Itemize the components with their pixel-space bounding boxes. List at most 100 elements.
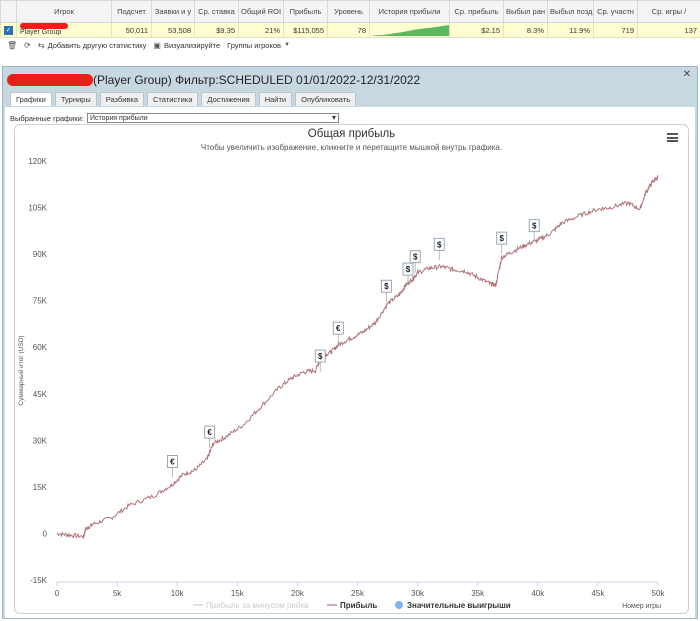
big-win-label: $ [384,282,389,291]
chevron-down-icon: ▼ [284,42,290,48]
cell-roi: 21% [238,22,284,38]
header-avg-profit[interactable]: Ср. прибыль [449,0,504,23]
x-tick-label: 35k [471,589,485,598]
x-axis-label: Номер игры [622,603,661,610]
panel-header: (Player Group) Фильтр:SCHEDULED 01/01/20… [3,67,697,93]
chart-container[interactable]: Общая прибыль Чтобы увеличить изображени… [14,124,689,614]
cell-late-out: 11.9% [547,22,594,38]
x-tick-label: 45k [591,589,605,598]
big-win-label: € [170,458,175,467]
row-player[interactable]: Player Group [16,22,112,38]
y-tick-label: 120K [28,157,47,166]
tab-find[interactable]: Найти [258,92,293,106]
cell-avg-stake: $9.35 [194,22,239,38]
big-win-label: € [336,324,341,333]
visualize-label: Визуализируйте [163,40,221,50]
big-win-flag [409,250,421,264]
panel-tabs: Графики Турниры Разбивка Статистика Дост… [3,92,697,106]
header-avg-stake[interactable]: Ср. ставка [194,0,239,23]
header-late-out[interactable]: Выбыл позд [547,0,594,23]
add-stat-icon: ⇆ [37,40,45,50]
chart-select[interactable]: История прибыли [86,113,339,123]
tab-charts[interactable]: Графики [10,92,52,106]
header-count[interactable]: Подсчет [111,0,152,23]
player-name[interactable]: Player Group [20,29,62,36]
panel-title: (Player Group) Фильтр:SCHEDULED 01/01/20… [93,73,421,87]
add-stat-label: Добавить другую статистику [47,40,147,50]
cell-profit-history [369,22,450,38]
y-tick-label: 15K [33,483,48,492]
big-win-flag [496,231,508,245]
trash-icon[interactable]: 🗑 [7,40,18,50]
stats-table: Игрок Подсчет Заявки и у Ср. ставка Общи… [0,0,700,38]
menu-icon[interactable] [667,133,678,142]
visualize-icon: ▣ [153,40,161,50]
tab-tournaments[interactable]: Турниры [54,92,97,106]
header-early-out[interactable]: Выбыл ран [503,0,548,23]
cell-entries: 53,508 [151,22,195,38]
close-icon[interactable]: ✕ [682,69,691,80]
header-avg-field[interactable]: Ср. участн [593,0,638,23]
tab-content: Выбранные графики: История прибыли Общая… [5,107,695,618]
header-profit-history[interactable]: История прибыли [369,0,450,23]
redacted-name [7,74,93,86]
big-win-label: $ [500,234,505,243]
y-tick-label: -15K [30,576,48,585]
tab-breakdown[interactable]: Разбивка [99,92,145,106]
tab-achievements[interactable]: Достижения [201,92,256,106]
x-tick-label: 15k [231,589,245,598]
row-checkbox[interactable]: ✓ [0,22,17,38]
cell-avg-games: 137 [637,22,700,38]
visualize-button[interactable]: ▣ Визуализируйте [153,41,220,50]
chart-select-label: Выбранные графики: [10,113,84,123]
profit-chart[interactable]: -15K 0 15K 30K 45K 60K 75K 90K 105K 120K 0 5k 10k 15k… [15,125,690,615]
big-win-flag [166,455,178,468]
tab-publish[interactable]: Опубликовать [295,92,357,106]
big-win-label: € [207,428,212,437]
y-tick-label: 30K [33,436,48,445]
header-roi[interactable]: Общий ROI [238,0,284,23]
tab-statistics[interactable]: Статистика [147,92,199,106]
header-level[interactable]: Уровень [327,0,370,23]
big-win-label: $ [318,352,323,361]
header-profit[interactable]: Прибыль [283,0,328,23]
big-win-flag [332,321,344,335]
legend-label-big-wins: Значительные выигрыши [407,601,511,610]
header-player[interactable]: Игрок [16,0,112,23]
header-avg-games[interactable]: Ср. игры / [637,0,700,23]
series-line-profit [56,175,659,539]
cell-count: 50,011 [111,22,152,38]
table-toolbar: 🗑 ⟳ ⇆ Добавить другую статистику ▣ Визуа… [0,38,700,52]
big-win-flag [528,219,540,233]
results-panel: (Player Group) Фильтр:SCHEDULED 01/01/20… [2,66,698,619]
table-row[interactable]: ✓ Player Group 50,011 53,508 $9.35 21% $… [0,22,700,38]
cell-level: 78 [327,22,370,38]
x-tick-label: 30k [411,589,425,598]
x-tick-label: 40k [531,589,545,598]
add-stat-button[interactable]: ⇆ Добавить другую статистику [38,41,147,50]
y-tick-label: 60K [33,343,48,352]
y-axis-label: Суммарный итог (USD) [17,335,25,405]
big-win-flag [433,237,445,251]
legend-swatch-big-wins [395,601,403,609]
cell-early-out: 8.3% [503,22,548,38]
header-select [0,0,17,23]
big-win-label: $ [406,265,411,274]
redacted-name [20,23,68,29]
player-groups-dropdown[interactable]: Группы игроков ▼ [227,41,290,50]
checkbox-checked-icon[interactable]: ✓ [4,25,13,35]
y-tick-label: 90K [33,250,48,259]
player-groups-label: Группы игроков [227,40,281,50]
x-tick-label: 5k [113,589,122,598]
stats-header-row: Игрок Подсчет Заявки и у Ср. ставка Общи… [0,0,700,23]
chart-select-row: Выбранные графики: История прибыли [10,113,339,123]
mini-history-chart [373,24,449,36]
header-entries[interactable]: Заявки и у [151,0,195,23]
big-win-flag [204,425,216,439]
x-tick-label: 50k [652,589,666,598]
y-tick-label: 45K [33,390,48,399]
legend-label-net: Прибыль за минусом рейка [206,601,309,610]
chart-subtitle: Чтобы увеличить изображение, кликните и … [200,143,503,152]
x-tick-label: 20k [291,589,305,598]
refresh-icon[interactable]: ⟳ [24,40,31,50]
